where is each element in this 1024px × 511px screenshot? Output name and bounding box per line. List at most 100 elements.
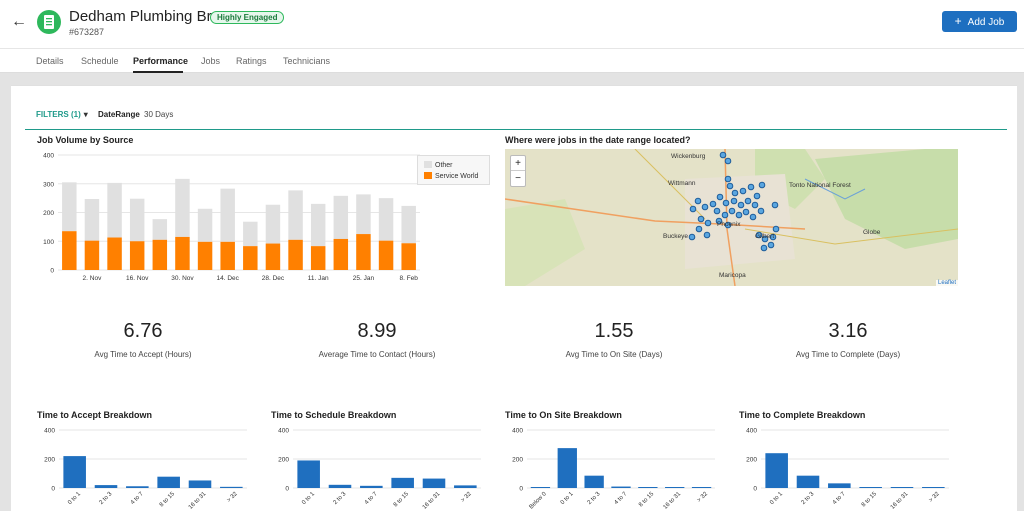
legend-swatch-other	[424, 161, 432, 168]
map-label-buckeye: Buckeye	[663, 233, 688, 240]
jobs-map[interactable]: + − Wickenburg Wittmann Tonto National F…	[505, 149, 958, 286]
bar	[691, 487, 712, 488]
x-tick-label: 0 to 1	[67, 491, 82, 506]
tab-technicians[interactable]: Technicians	[283, 56, 331, 66]
bar-service-world	[152, 239, 168, 270]
zoom-out-button[interactable]: −	[515, 173, 521, 184]
map-pin-icon	[728, 207, 736, 215]
legend-item-service-world: Service World	[424, 172, 478, 180]
bar-other	[152, 219, 168, 240]
map-highway	[724, 149, 736, 286]
map-pin-icon	[701, 203, 709, 211]
x-tick-label: 2 to 3	[99, 491, 114, 506]
map-label-globe: Globe	[863, 229, 881, 236]
x-tick-label: 4 to 7	[614, 491, 629, 506]
add-job-button[interactable]: + Add Job	[942, 11, 1017, 32]
x-tick-label: 25. Jan	[353, 275, 375, 282]
legend-item-other: Other	[424, 161, 453, 169]
map-pin-icon	[724, 221, 732, 229]
x-tick-label: 4 to 7	[832, 491, 847, 506]
bar-other	[401, 205, 416, 244]
x-tick-label: 8. Feb	[399, 275, 418, 282]
tab-details[interactable]: Details	[36, 56, 64, 66]
bar-other	[62, 182, 77, 232]
filter-divider	[25, 129, 1007, 130]
y-tick-label: 400	[43, 153, 54, 160]
map-forest	[815, 149, 958, 249]
metric-label-accept: Avg Time to Accept (Hours)	[94, 350, 192, 359]
bar-service-world	[265, 243, 281, 270]
map-pin-icon	[713, 207, 721, 215]
map-pin-icon	[695, 225, 703, 233]
map-pin-icon	[761, 235, 769, 243]
legend-swatch-service-world	[424, 172, 432, 179]
bar	[611, 486, 631, 488]
bar	[188, 480, 212, 488]
engagement-badge: Highly Engaged	[210, 11, 285, 24]
x-tick-label: 16 to 31	[422, 491, 442, 511]
x-tick-label: 28. Dec	[262, 275, 285, 282]
x-tick-label: 16. Nov	[126, 275, 149, 282]
tab-jobs[interactable]: Jobs	[201, 56, 221, 66]
map-pin-icon	[755, 231, 763, 239]
filters-label: FILTERS (1)	[36, 110, 81, 119]
tab-schedule[interactable]: Schedule	[81, 56, 119, 66]
legend-label-service-world: Service World	[435, 173, 479, 180]
map-zoom-control: + −	[510, 155, 526, 187]
filters-toggle[interactable]: FILTERS (1) ▾	[36, 110, 88, 119]
y-tick-label: 400	[44, 428, 55, 435]
map-label-tonto: Tonto National Forest	[789, 182, 851, 189]
y-tick-label: 0	[519, 486, 523, 493]
y-tick-label: 0	[51, 486, 55, 493]
zoom-in-button[interactable]: +	[511, 156, 525, 171]
tab-ratings[interactable]: Ratings	[236, 56, 267, 66]
job-location-pins	[688, 151, 780, 252]
schedule-breakdown-title: Time to Schedule Breakdown	[271, 410, 397, 420]
page-title: Dedham Plumbing Bros	[69, 8, 228, 25]
tab-performance[interactable]: Performance	[133, 56, 189, 66]
map-pin-icon	[697, 215, 705, 223]
map-pin-icon	[747, 183, 755, 191]
bar-other	[129, 198, 145, 242]
bar	[828, 483, 851, 488]
map-highway	[505, 198, 806, 230]
job-volume-legend: Other Service World	[417, 155, 490, 185]
map-attribution[interactable]: Leaflet	[935, 280, 958, 286]
page-header: ← Dedham Plumbing Bros Highly Engaged #6…	[0, 0, 1024, 48]
bar	[157, 476, 180, 488]
bar-service-world	[288, 239, 303, 270]
back-arrow-icon[interactable]: ←	[11, 13, 27, 30]
metric-value-contact: 8.99	[357, 320, 397, 342]
map-pin-icon	[730, 197, 738, 205]
map-pin-icon	[735, 211, 743, 219]
daterange-value[interactable]: 30 Days	[144, 110, 174, 119]
x-tick-label: 0 to 1	[560, 491, 575, 506]
job-volume-title: Job Volume by Source	[37, 135, 134, 145]
map-pin-icon	[753, 192, 761, 200]
y-tick-label: 400	[512, 428, 523, 435]
map-pin-icon	[704, 219, 712, 227]
y-tick-label: 300	[43, 181, 54, 188]
map-pin-icon	[689, 205, 697, 213]
bar	[297, 460, 320, 488]
map-river	[804, 178, 866, 200]
map-pin-icon	[757, 207, 765, 215]
plus-icon: +	[954, 14, 962, 28]
map-pin-icon	[694, 197, 702, 205]
y-tick-label: 400	[278, 428, 289, 435]
x-tick-label: 11. Jan	[308, 275, 329, 282]
bar-other	[84, 198, 100, 241]
bar-service-world	[197, 241, 213, 270]
bar-other	[310, 203, 326, 247]
bar	[638, 487, 658, 488]
bar	[665, 487, 685, 488]
bar-service-world	[243, 246, 258, 270]
bar-other	[265, 204, 281, 244]
map-pin-icon	[721, 211, 729, 219]
x-tick-label: 8 to 15	[393, 491, 411, 509]
x-tick-label: 16 to 31	[890, 491, 910, 511]
job-volume-chart: 0 100 200 300 400 2. Nov 16. Nov 30. Nov 14. Dec…	[43, 153, 420, 282]
x-tick-label: 14. Dec	[216, 275, 239, 282]
y-tick-label: 0	[285, 486, 289, 493]
tab-bar: Details Schedule Performance Jobs Rating…	[0, 48, 1024, 73]
